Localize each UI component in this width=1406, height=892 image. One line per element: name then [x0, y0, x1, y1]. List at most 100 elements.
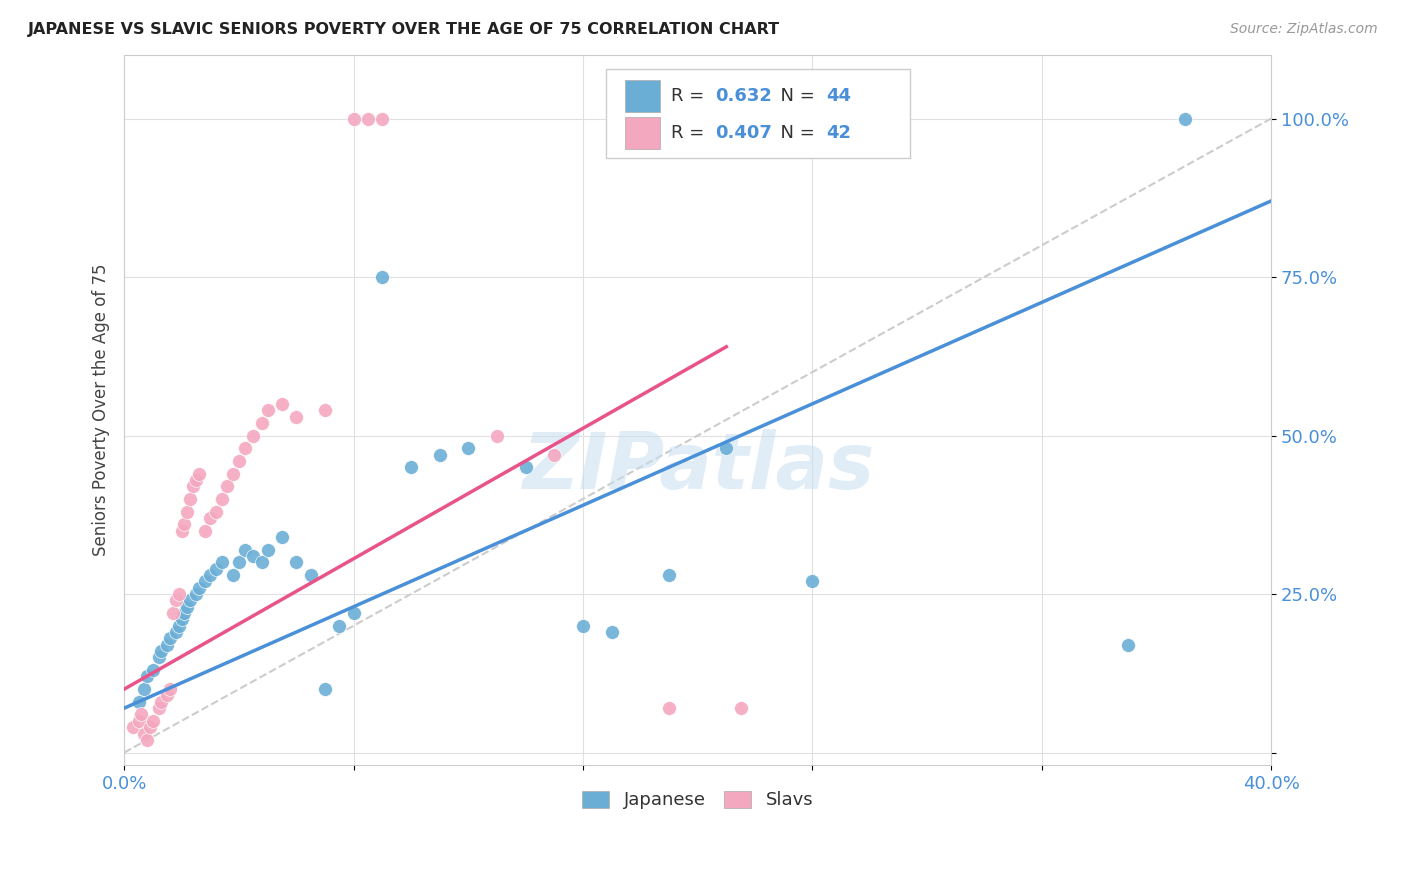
Point	[342, 606, 364, 620]
Legend: Japanese, Slavs: Japanese, Slavs	[575, 783, 820, 816]
Point	[429, 448, 451, 462]
Point	[134, 682, 156, 697]
Point	[314, 682, 336, 697]
Point	[131, 707, 153, 722]
Point	[242, 549, 264, 563]
Point	[162, 606, 184, 620]
Point	[1116, 638, 1139, 652]
Point	[181, 479, 204, 493]
Point	[142, 663, 165, 677]
Point	[187, 581, 209, 595]
Text: Source: ZipAtlas.com: Source: ZipAtlas.com	[1230, 22, 1378, 37]
Point	[250, 416, 273, 430]
Text: 0.407: 0.407	[714, 124, 772, 142]
Text: 42: 42	[827, 124, 851, 142]
FancyBboxPatch shape	[626, 117, 659, 149]
Point	[167, 587, 190, 601]
Text: N =: N =	[769, 87, 820, 105]
Point	[271, 397, 294, 411]
FancyBboxPatch shape	[606, 70, 910, 158]
Point	[156, 638, 179, 652]
Point	[256, 403, 278, 417]
Point	[299, 568, 322, 582]
Point	[193, 524, 215, 538]
Point	[572, 618, 595, 632]
Point	[167, 618, 190, 632]
Text: 0.632: 0.632	[714, 87, 772, 105]
Text: R =: R =	[671, 124, 710, 142]
Point	[170, 524, 193, 538]
Point	[136, 669, 159, 683]
Text: JAPANESE VS SLAVIC SENIORS POVERTY OVER THE AGE OF 75 CORRELATION CHART: JAPANESE VS SLAVIC SENIORS POVERTY OVER …	[28, 22, 780, 37]
Point	[150, 644, 173, 658]
FancyBboxPatch shape	[626, 80, 659, 112]
Text: R =: R =	[671, 87, 710, 105]
Point	[165, 593, 187, 607]
Point	[222, 568, 245, 582]
Point	[228, 555, 250, 569]
Point	[543, 448, 565, 462]
Point	[170, 612, 193, 626]
Point	[217, 479, 239, 493]
Point	[200, 511, 222, 525]
Point	[228, 454, 250, 468]
Point	[233, 542, 256, 557]
Point	[176, 599, 198, 614]
Point	[205, 505, 228, 519]
Point	[233, 441, 256, 455]
Point	[371, 270, 394, 285]
Point	[128, 695, 150, 709]
Point	[200, 568, 222, 582]
Point	[148, 650, 170, 665]
Point	[801, 574, 824, 589]
Point	[222, 467, 245, 481]
Point	[242, 428, 264, 442]
Point	[730, 701, 752, 715]
Point	[342, 112, 364, 126]
Point	[179, 491, 201, 506]
Point	[176, 505, 198, 519]
Y-axis label: Seniors Poverty Over the Age of 75: Seniors Poverty Over the Age of 75	[93, 264, 110, 557]
Point	[139, 720, 162, 734]
Point	[165, 625, 187, 640]
Point	[150, 695, 173, 709]
Point	[250, 555, 273, 569]
Point	[173, 606, 195, 620]
Point	[658, 568, 681, 582]
Point	[658, 701, 681, 715]
Point	[328, 618, 350, 632]
Point	[193, 574, 215, 589]
Point	[271, 530, 294, 544]
Point	[184, 473, 207, 487]
Point	[134, 726, 156, 740]
Point	[148, 701, 170, 715]
Point	[357, 112, 380, 126]
Point	[399, 460, 422, 475]
Point	[716, 441, 738, 455]
Point	[205, 562, 228, 576]
Point	[285, 409, 308, 424]
Point	[128, 714, 150, 728]
Point	[184, 587, 207, 601]
Point	[159, 632, 181, 646]
Text: 44: 44	[827, 87, 851, 105]
Point	[1174, 112, 1197, 126]
Point	[142, 714, 165, 728]
Point	[159, 682, 181, 697]
Point	[121, 720, 143, 734]
Point	[285, 555, 308, 569]
Text: ZIPatlas: ZIPatlas	[522, 429, 873, 505]
Point	[256, 542, 278, 557]
Point	[173, 517, 195, 532]
Point	[187, 467, 209, 481]
Point	[136, 732, 159, 747]
Point	[600, 625, 623, 640]
Point	[314, 403, 336, 417]
Point	[371, 112, 394, 126]
Point	[211, 491, 233, 506]
Point	[179, 593, 201, 607]
Point	[485, 428, 508, 442]
Text: N =: N =	[769, 124, 820, 142]
Point	[515, 460, 537, 475]
Point	[457, 441, 479, 455]
